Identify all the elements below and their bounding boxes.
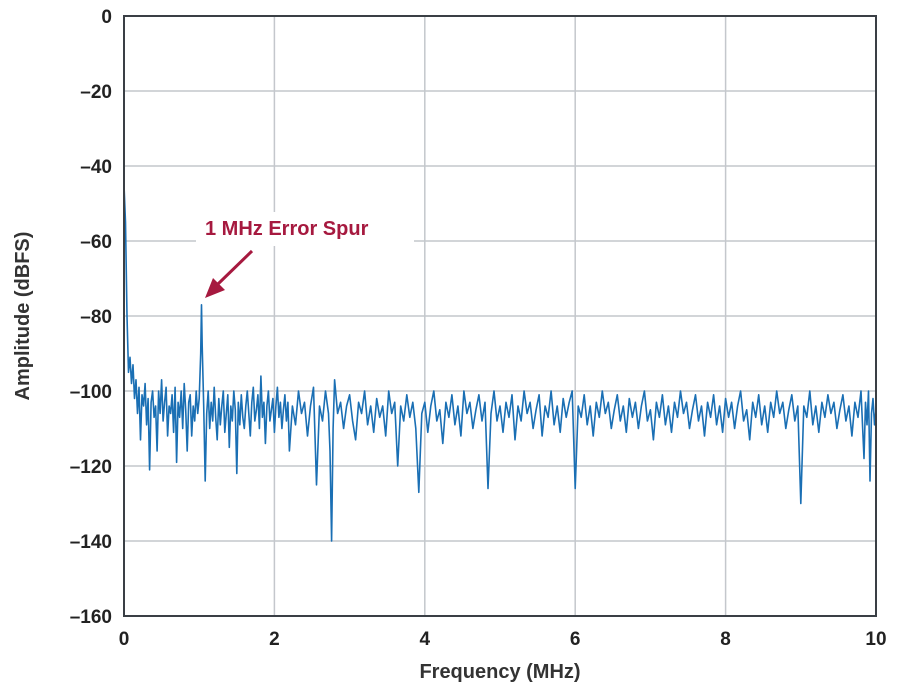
plot-frame (123, 15, 877, 617)
x-tick-labels: 0 2 4 6 8 10 (119, 629, 887, 650)
annotation-arrow-head (205, 278, 225, 298)
y-tick-label: –160 (70, 607, 112, 628)
x-tick-label: 0 (119, 629, 130, 650)
x-tick-label: 4 (420, 629, 431, 650)
annotation-arrow-shaft (216, 249, 254, 286)
x-axis-label: Frequency (MHz) (419, 661, 580, 683)
x-tick-label: 2 (269, 629, 280, 650)
y-tick-labels: 0 –20 –40 –60 –80 –100 –120 –140 –160 (70, 7, 112, 628)
spectrum-series-line (123, 184, 877, 542)
y-tick-label: –60 (80, 232, 112, 253)
y-tick-label: –140 (70, 532, 112, 553)
x-tick-label: 6 (570, 629, 581, 650)
annotation-background (196, 212, 414, 246)
series-layer (123, 184, 877, 542)
y-tick-label: –100 (70, 382, 112, 403)
grid-lines (124, 16, 876, 616)
y-axis-label: Amplitude (dBFS) (12, 232, 34, 401)
y-tick-label: –80 (80, 307, 112, 328)
y-tick-label: –20 (80, 82, 112, 103)
annotation: 1 MHz Error Spur (196, 212, 414, 298)
y-tick-label: –40 (80, 157, 112, 178)
annotation-label: 1 MHz Error Spur (205, 218, 369, 240)
x-tick-label: 10 (865, 629, 886, 650)
x-tick-label: 8 (720, 629, 731, 650)
y-tick-label: –120 (70, 457, 112, 478)
y-tick-label: 0 (101, 7, 112, 28)
